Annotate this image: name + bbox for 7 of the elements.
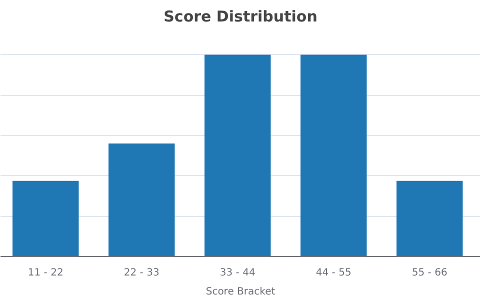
x-tick-label: 55 - 66 [412, 268, 448, 278]
chart-title: Score Distribution [164, 8, 318, 26]
x-tick-label: 33 - 44 [220, 268, 256, 278]
x-tick-label: 22 - 33 [124, 268, 160, 278]
x-axis-title: Score Bracket [206, 286, 276, 298]
x-tick-label: 11 - 22 [28, 268, 64, 278]
x-tick-label: 44 - 55 [316, 268, 352, 278]
